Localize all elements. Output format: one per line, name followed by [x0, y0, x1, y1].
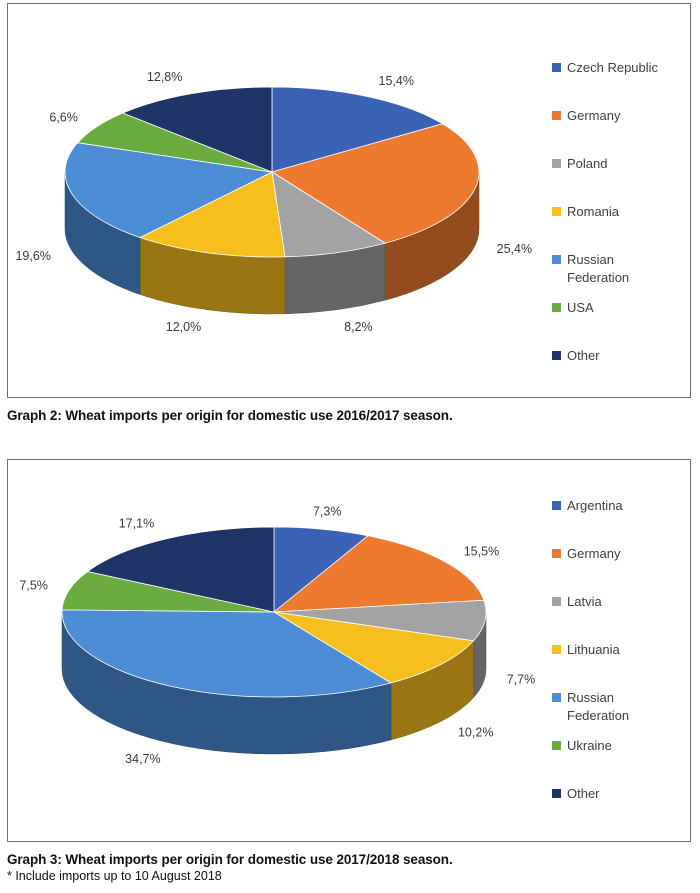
legend-swatch	[552, 63, 561, 72]
legend-item-poland: Poland	[552, 156, 607, 171]
pie-slices	[61, 526, 487, 698]
data-label-argentina: 7,3%	[313, 505, 342, 519]
data-labels: 15,4% 25,4% 8,2% 12,0% 19,6% 6,6% 12,8%	[15, 70, 532, 334]
legend: Czech Republic Germany Poland Romania Russia…	[552, 60, 659, 363]
footnote: * Include imports up to 10 August 2018	[7, 869, 222, 883]
data-label-russian-federation: 19,6%	[15, 249, 50, 263]
pie-side-walls	[61, 611, 487, 755]
legend-item-russian-federation: Russian Federation	[552, 690, 629, 723]
legend-item-other: Other	[552, 786, 600, 801]
legend-swatch	[552, 597, 561, 606]
legend-swatch	[552, 501, 561, 510]
legend-swatch	[552, 741, 561, 750]
pie-slice-russian-federation	[64, 142, 274, 238]
pie-slice-other	[121, 86, 273, 173]
pie-slice-lithuania	[273, 611, 475, 684]
legend-label: Federation	[567, 708, 629, 723]
data-label-ukraine: 7,5%	[19, 578, 48, 592]
legend-label: Ukraine	[567, 738, 612, 753]
pie-slice-argentina	[273, 526, 369, 613]
legend-item-russian-federation: Russian Federation	[552, 252, 629, 285]
legend-item-czech-republic: Czech Republic	[552, 60, 659, 75]
legend-label: Germany	[567, 108, 621, 123]
legend-label: Other	[567, 786, 600, 801]
pie-chart-2017-2018: 7,3% 15,5% 7,7% 10,2% 34,7% 7,5% 17,1% Argentin…	[19, 498, 629, 801]
pie-slice-ukraine	[61, 571, 275, 613]
legend-label: Other	[567, 348, 600, 363]
data-label-germany: 15,5%	[464, 545, 499, 559]
data-label-lithuania: 10,2%	[458, 726, 493, 740]
legend: Argentina Germany Latvia Lithuania Russian Fe…	[552, 498, 629, 801]
data-label-latvia: 7,7%	[507, 673, 536, 687]
chart-caption-2017-2018: Graph 3: Wheat imports per origin for do…	[7, 852, 453, 867]
legend-label: Federation	[567, 270, 629, 285]
legend-swatch	[552, 549, 561, 558]
legend-item-lithuania: Lithuania	[552, 642, 621, 657]
data-labels: 7,3% 15,5% 7,7% 10,2% 34,7% 7,5% 17,1%	[19, 505, 535, 766]
legend-label: USA	[567, 300, 594, 315]
legend-item-argentina: Argentina	[552, 498, 623, 513]
data-label-romania: 12,0%	[166, 320, 201, 334]
pie-slice-czech-republic	[271, 86, 444, 173]
legend-swatch	[552, 645, 561, 654]
pie-slice-other	[86, 526, 275, 613]
data-label-other: 12,8%	[147, 70, 182, 84]
legend-item-usa: USA	[552, 300, 594, 315]
legend-label: Germany	[567, 546, 621, 561]
pie-slice-germany	[271, 123, 480, 244]
chart-panel-2016-2017: 15,4% 25,4% 8,2% 12,0% 19,6% 6,6% 12,8% Czech R…	[7, 3, 691, 398]
legend-label: Lithuania	[567, 642, 621, 657]
chart-panel-2017-2018: 7,3% 15,5% 7,7% 10,2% 34,7% 7,5% 17,1% Argentin…	[7, 459, 691, 842]
pie-slice-romania	[139, 171, 286, 258]
data-label-germany: 25,4%	[497, 242, 532, 256]
legend-label: Latvia	[567, 594, 602, 609]
legend-swatch	[552, 351, 561, 360]
legend-item-romania: Romania	[552, 204, 620, 219]
chart-caption-2016-2017: Graph 2: Wheat imports per origin for do…	[7, 408, 453, 423]
legend-swatch	[552, 255, 561, 264]
pie-slice-latvia	[273, 599, 487, 642]
legend-swatch	[552, 111, 561, 120]
data-label-poland: 8,2%	[344, 320, 373, 334]
legend-swatch	[552, 207, 561, 216]
legend-swatch	[552, 693, 561, 702]
legend-item-latvia: Latvia	[552, 594, 602, 609]
legend-label: Poland	[567, 156, 607, 171]
legend-label: Argentina	[567, 498, 623, 513]
legend-swatch	[552, 159, 561, 168]
legend-item-ukraine: Ukraine	[552, 738, 612, 753]
pie-slice-germany	[272, 535, 485, 613]
legend-label: Russian	[567, 690, 614, 705]
data-label-other: 17,1%	[119, 517, 154, 531]
pie-chart-2016-2017: 15,4% 25,4% 8,2% 12,0% 19,6% 6,6% 12,8% Czech R…	[15, 60, 659, 363]
legend-swatch	[552, 303, 561, 312]
data-label-czech-republic: 15,4%	[379, 74, 414, 88]
pie-slice-poland	[271, 171, 387, 258]
legend-swatch	[552, 789, 561, 798]
legend-label: Russian	[567, 252, 614, 267]
legend-item-germany: Germany	[552, 546, 621, 561]
legend-item-other: Other	[552, 348, 600, 363]
legend-item-germany: Germany	[552, 108, 621, 123]
pie-slices	[64, 86, 480, 258]
data-label-russian-federation: 34,7%	[125, 752, 160, 766]
legend-label: Romania	[567, 204, 620, 219]
data-label-usa: 6,6%	[49, 110, 78, 124]
pie-slice-russian-federation	[61, 609, 392, 698]
legend-label: Czech Republic	[567, 60, 659, 75]
